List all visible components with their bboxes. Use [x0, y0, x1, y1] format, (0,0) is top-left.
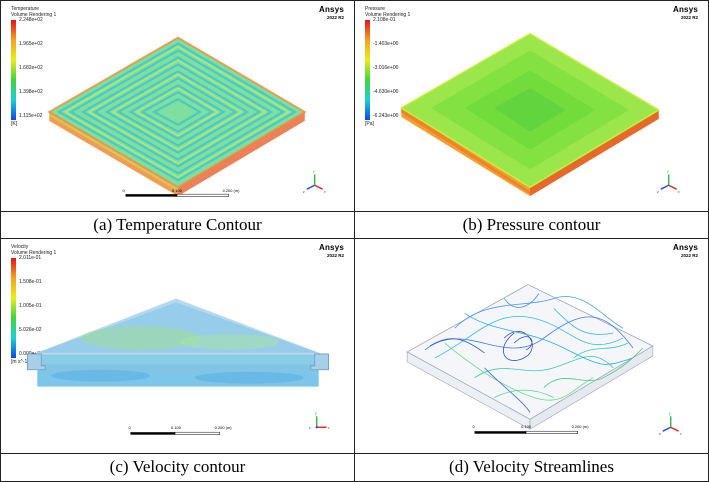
svg-text:0.100: 0.100 [171, 425, 182, 430]
legend-tick: 2.248e+02 [19, 17, 43, 23]
svg-text:y: y [315, 410, 317, 415]
legend-tick: -1.403e+00 [373, 41, 399, 47]
svg-text:z: z [303, 189, 305, 194]
svg-text:y: y [313, 168, 315, 173]
legend-tick: 1.005e-01 [19, 303, 42, 309]
svg-text:0: 0 [123, 188, 126, 193]
streamlines-render: 0 0.100 0.200 (m) y x z [406, 284, 682, 436]
legend-tick: -4.630e+00 [373, 89, 399, 95]
svg-text:z: z [659, 431, 661, 436]
legend-tick: 2.108e-01 [373, 17, 396, 23]
svg-text:y: y [667, 168, 669, 173]
caption-cell: (b) Pressure contour [354, 211, 709, 239]
axis-triad-icon: y x z [657, 168, 680, 194]
axis-triad-icon: y x z [659, 410, 682, 436]
legend-tick: 1.682e+02 [19, 65, 43, 71]
color-bar [11, 20, 16, 120]
svg-text:0: 0 [128, 425, 131, 430]
legend-tick: 1.398e+02 [19, 89, 43, 95]
legend-title-variable: Pressure [365, 6, 386, 12]
legend-tick: 2.011e-01 [19, 255, 42, 261]
svg-text:0.200 (m): 0.200 (m) [215, 425, 233, 430]
caption-pressure: (b) Pressure contour [462, 215, 601, 234]
temperature-render: 0 0.100 0.200 (m) y x z [47, 36, 326, 197]
ansys-logo: Ansys 2022 R2 [318, 243, 344, 258]
legend-title-rendering: Volume Rendering 1 [365, 12, 411, 18]
svg-text:0.100: 0.100 [172, 188, 183, 193]
scale-bar: 0 0.100 0.200 (m) [123, 188, 241, 197]
legend-title: Pressure Volume Rendering 1 [365, 6, 410, 18]
legend-title-rendering: Volume Rendering 1 [11, 250, 57, 256]
legend-tick: 1.115e+02 [19, 113, 43, 119]
panel-velocity: Velocity Volume Rendering 1 2.011e-01 1.… [0, 238, 355, 454]
velocity-render: 0 0.100 0.200 (m) y x z [27, 298, 330, 435]
svg-text:z: z [657, 189, 659, 194]
ansys-logo: Ansys 2022 R2 [672, 5, 698, 20]
legend-unit: [Pa] [365, 121, 374, 127]
caption-cell: (d) Velocity Streamlines [354, 453, 709, 482]
legend-tick: 1.965e+02 [19, 41, 43, 47]
legend-unit: [K] [11, 121, 18, 127]
scale-bar: 0 0.100 0.200 (m) [128, 425, 233, 435]
caption-temperature: (a) Temperature Contour [93, 215, 262, 234]
ansys-logo: Ansys 2022 R2 [318, 5, 344, 20]
svg-text:0.100: 0.100 [521, 424, 532, 429]
svg-text:x: x [324, 189, 326, 194]
legend-tick: 1.508e-01 [19, 279, 42, 285]
legend-title-variable: Velocity [11, 244, 29, 250]
scale-bar: 0 0.100 0.200 (m) [473, 424, 590, 434]
panel-temperature: Temperature Volume Rendering 1 2.248e+02… [0, 0, 355, 212]
svg-text:0.200 (m): 0.200 (m) [572, 424, 590, 429]
panel-pressure: Pressure Volume Rendering 1 2.108e-01 -1… [354, 0, 709, 212]
color-bar [11, 258, 16, 358]
svg-text:0.200 (m): 0.200 (m) [223, 188, 241, 193]
legend-title-variable: Temperature [11, 6, 40, 12]
svg-text:0: 0 [473, 424, 476, 429]
axis-triad-icon: y x z [309, 410, 330, 430]
legend-tick: 5.026e-02 [19, 327, 42, 333]
caption-cell: (c) Velocity contour [0, 453, 355, 482]
caption-cell: (a) Temperature Contour [0, 211, 355, 239]
svg-text:y: y [669, 410, 671, 415]
svg-text:x: x [680, 431, 682, 436]
ansys-logo: Ansys 2022 R2 [672, 243, 698, 258]
svg-text:x: x [678, 189, 680, 194]
svg-text:z: z [309, 425, 311, 430]
legend-unit: [m s^-1] [11, 359, 29, 365]
svg-text:x: x [328, 425, 330, 430]
legend-tick: -3.016e+00 [373, 65, 399, 71]
axis-triad-icon: y x z [303, 168, 326, 194]
caption-velocity: (c) Velocity contour [109, 457, 246, 476]
legend-tick: -6.243e+00 [373, 113, 399, 119]
legend-title: Temperature Volume Rendering 1 [11, 6, 56, 18]
panel-streamlines: Ansys 2022 R2 [354, 238, 709, 454]
legend-title: Velocity Volume Rendering 1 [11, 244, 56, 256]
color-bar [365, 20, 370, 120]
legend-title-rendering: Volume Rendering 1 [11, 12, 57, 18]
pressure-render: y x z [399, 32, 680, 197]
caption-streamlines: (d) Velocity Streamlines [449, 457, 614, 476]
